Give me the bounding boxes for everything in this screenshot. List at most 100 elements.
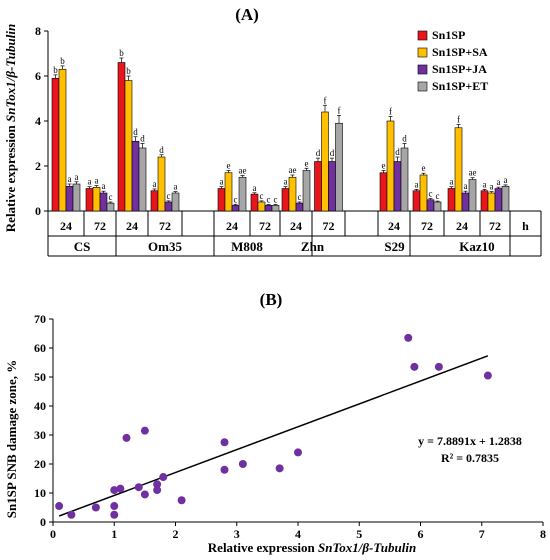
bar-Sn1SP xyxy=(85,188,94,212)
panel-a-label: (A) xyxy=(235,5,259,24)
significance-letter: b xyxy=(126,66,131,76)
x-tick-label: 0 xyxy=(50,527,56,541)
bar-Sn1SP+SA xyxy=(487,192,496,212)
scatter-point xyxy=(110,510,119,519)
time-label: 24 xyxy=(290,219,302,233)
bar-Sn1SP+JA xyxy=(426,199,435,212)
scatter-point xyxy=(110,486,119,495)
time-label: 72 xyxy=(421,219,433,233)
regression-r2: R² = 0.7835 xyxy=(441,451,499,465)
legend-swatch xyxy=(417,81,428,92)
bar-Sn1SP+ET xyxy=(271,205,280,212)
isolate-label: Om35 xyxy=(148,239,182,254)
significance-letter: b xyxy=(119,48,124,58)
significance-letter: c xyxy=(298,192,302,202)
scatter-point xyxy=(238,460,247,468)
isolate-label: M808 xyxy=(231,239,263,254)
panel-a-legend: Sn1SP Sn1SP+SA Sn1SP+JA Sn1SP+ET xyxy=(417,28,488,93)
y-tick-label: 40 xyxy=(34,399,46,413)
significance-letter: d xyxy=(402,134,407,144)
y-tick-label: 20 xyxy=(34,457,46,471)
bar-Sn1SP+JA xyxy=(164,201,173,212)
significance-letter: b xyxy=(60,56,65,66)
trendline xyxy=(58,355,489,517)
scatter-point xyxy=(275,464,284,473)
bar-Sn1SP+ET xyxy=(468,179,477,212)
scatter-point xyxy=(434,362,443,371)
significance-letter: a xyxy=(464,181,468,191)
bar-Sn1SP+ET xyxy=(433,201,442,212)
significance-letter: a xyxy=(95,176,99,186)
significance-letter: d xyxy=(140,134,145,144)
significance-letter: a xyxy=(450,177,454,187)
bar-Sn1SP xyxy=(412,190,421,212)
y-tick-label: 0 xyxy=(35,204,41,218)
x-tick-label: 6 xyxy=(418,527,424,541)
significance-letter: a xyxy=(174,182,178,192)
significance-letter: a xyxy=(490,182,494,192)
bar-Sn1SP xyxy=(314,161,322,212)
bar-Sn1SP+SA xyxy=(124,80,133,212)
scatter-point xyxy=(55,502,64,511)
bar-Sn1SP+JA xyxy=(264,205,273,212)
bar-Sn1SP+SA xyxy=(157,156,166,212)
significance-letter: a xyxy=(102,181,106,191)
time-label: 72 xyxy=(323,219,335,233)
panel-b-plot: 0 10 20 30 40 50 60 70 0 1 2 3 4 5 6 7 8 xyxy=(34,312,546,541)
x-tick-label: 8 xyxy=(540,527,546,541)
time-label: 72 xyxy=(259,219,271,233)
bar-Sn1SP xyxy=(150,190,159,212)
bar-Sn1SP xyxy=(217,188,226,212)
bar-Sn1SP+JA xyxy=(461,192,470,212)
panel-b-ylabel: Sn1SP SNB damage zone, % xyxy=(4,360,19,519)
significance-letter: a xyxy=(504,175,508,185)
bar-Sn1SP+SA xyxy=(386,120,395,212)
x-tick-label: 4 xyxy=(295,527,301,541)
scatter-point xyxy=(220,465,229,474)
bar-Sn1SP xyxy=(379,172,388,212)
bar-Sn1SP xyxy=(281,188,290,212)
bar-Sn1SP+JA xyxy=(65,185,74,212)
significance-letter: c xyxy=(436,191,440,201)
x-tick-label: 1 xyxy=(111,527,117,541)
significance-letter: a xyxy=(220,177,224,187)
significance-letter: b xyxy=(53,65,58,75)
significance-letter: c xyxy=(167,191,171,201)
significance-letter: f xyxy=(324,95,327,105)
scatter-point xyxy=(140,490,149,499)
scatter-point xyxy=(177,496,186,505)
time-label: 72 xyxy=(159,219,171,233)
legend-label: Sn1SP+SA xyxy=(432,45,488,59)
legend-swatch xyxy=(417,30,428,41)
significance-letter: a xyxy=(415,179,419,189)
scatter-point xyxy=(134,483,143,492)
bar-Sn1SP+JA xyxy=(131,140,140,212)
significance-letter: e xyxy=(382,161,386,171)
isolate-label: CS xyxy=(74,239,91,254)
significance-letter: a xyxy=(497,177,501,187)
x-tick-label: 2 xyxy=(173,527,179,541)
significance-letter: a xyxy=(284,177,288,187)
significance-letter: d xyxy=(133,127,138,137)
x-tick-label: 3 xyxy=(234,527,240,541)
isolate-label: S29 xyxy=(384,239,405,254)
bar-Sn1SP+ET xyxy=(106,202,115,212)
bar-Sn1SP+SA xyxy=(454,127,463,212)
bar-Sn1SP+SA xyxy=(224,172,233,212)
scatter-point xyxy=(140,426,149,435)
bar-Sn1SP+SA xyxy=(92,187,101,212)
significance-letter: d xyxy=(395,147,400,157)
scatter-point xyxy=(110,502,119,511)
significance-letter: e xyxy=(227,161,231,171)
significance-letter: c xyxy=(109,192,113,202)
y-tick-label: 10 xyxy=(34,486,46,500)
significance-letter: a xyxy=(68,174,72,184)
time-label: 72 xyxy=(489,219,501,233)
time-label: 24 xyxy=(126,219,138,233)
bar-Sn1SP+JA xyxy=(494,188,503,212)
bar-Sn1SP+JA xyxy=(393,161,402,212)
bar-Sn1SP xyxy=(117,62,126,212)
significance-letter: a xyxy=(75,172,79,182)
